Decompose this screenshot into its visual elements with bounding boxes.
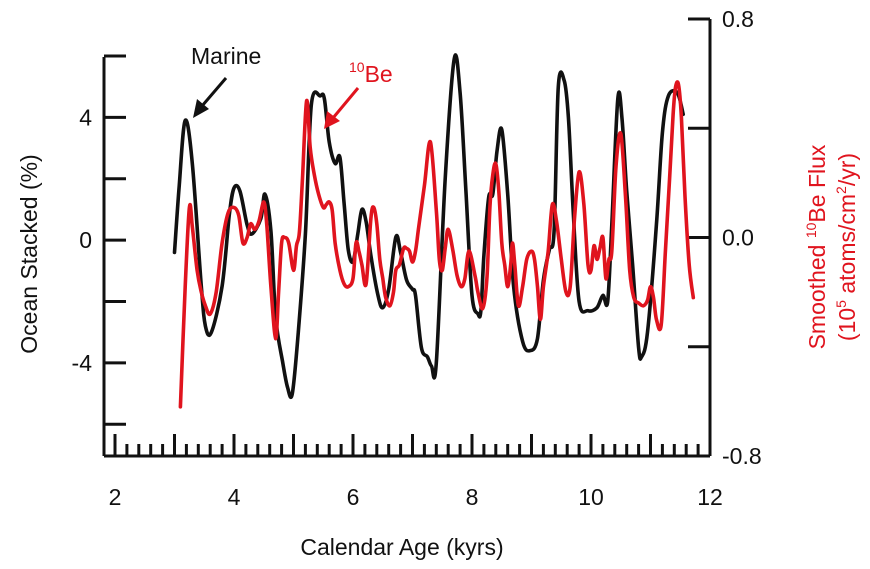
right-axis-label-line1: Smoothed 10Be Flux (803, 144, 830, 349)
left-axis-label: Ocean Stacked (%) (16, 154, 42, 353)
right-label-line1-end: Be Flux (804, 144, 830, 222)
series-layer (172, 53, 696, 409)
right-tick-label: 0.0 (722, 225, 754, 251)
right-tick-label: 0.8 (722, 6, 754, 32)
annotation-be-arrowhead (324, 111, 340, 129)
right-label-line2-end: /yr) (834, 153, 860, 186)
right-label-line2-start: (10 (834, 308, 860, 341)
right-label-line2-mid: atoms/cm (834, 194, 860, 300)
x-tick-label: 8 (466, 484, 479, 510)
annotation-be-text: 10Be (349, 59, 393, 87)
x-tick-label: 12 (697, 484, 723, 510)
annotation-be-arrow-line (331, 87, 360, 119)
right-axis-ticks: 0.8 0.0 -0.8 (688, 6, 762, 469)
annotation-marine-arrowhead (193, 99, 209, 118)
right-axis-label-line2: (105 atoms/cm2/yr) (833, 153, 860, 341)
right-label-line1-start: Smoothed (804, 238, 830, 349)
x-tick-label: 6 (347, 484, 360, 510)
right-label-line1-sup: 10 (803, 222, 819, 238)
left-tick-label: 4 (79, 104, 92, 130)
left-tick-label: 0 (79, 227, 92, 253)
x-tick-label: 2 (109, 484, 122, 510)
right-label-line2-sup: 5 (833, 300, 849, 308)
annotation-be: 10Be (324, 59, 393, 129)
annotation-marine-text: Marine (191, 43, 261, 69)
annotation-be-main: Be (365, 61, 393, 87)
x-axis-label: Calendar Age (kyrs) (300, 534, 503, 560)
series-line-marine (172, 53, 685, 400)
series-line-10be (178, 80, 696, 409)
right-tick-label: -0.8 (722, 443, 762, 469)
x-tick-label: 4 (228, 484, 241, 510)
x-axis-ticks: 2 4 6 8 10 12 (109, 434, 723, 510)
left-axis-ticks: 4 0 -4 (72, 54, 126, 426)
annotation-marine: Marine (191, 43, 261, 118)
x-tick-label: 10 (578, 484, 604, 510)
annotation-be-sup: 10 (349, 59, 365, 75)
right-label-line2-sup2: 2 (833, 186, 849, 194)
annotation-marine-arrow-line (200, 77, 228, 107)
left-tick-label: -4 (72, 350, 93, 376)
